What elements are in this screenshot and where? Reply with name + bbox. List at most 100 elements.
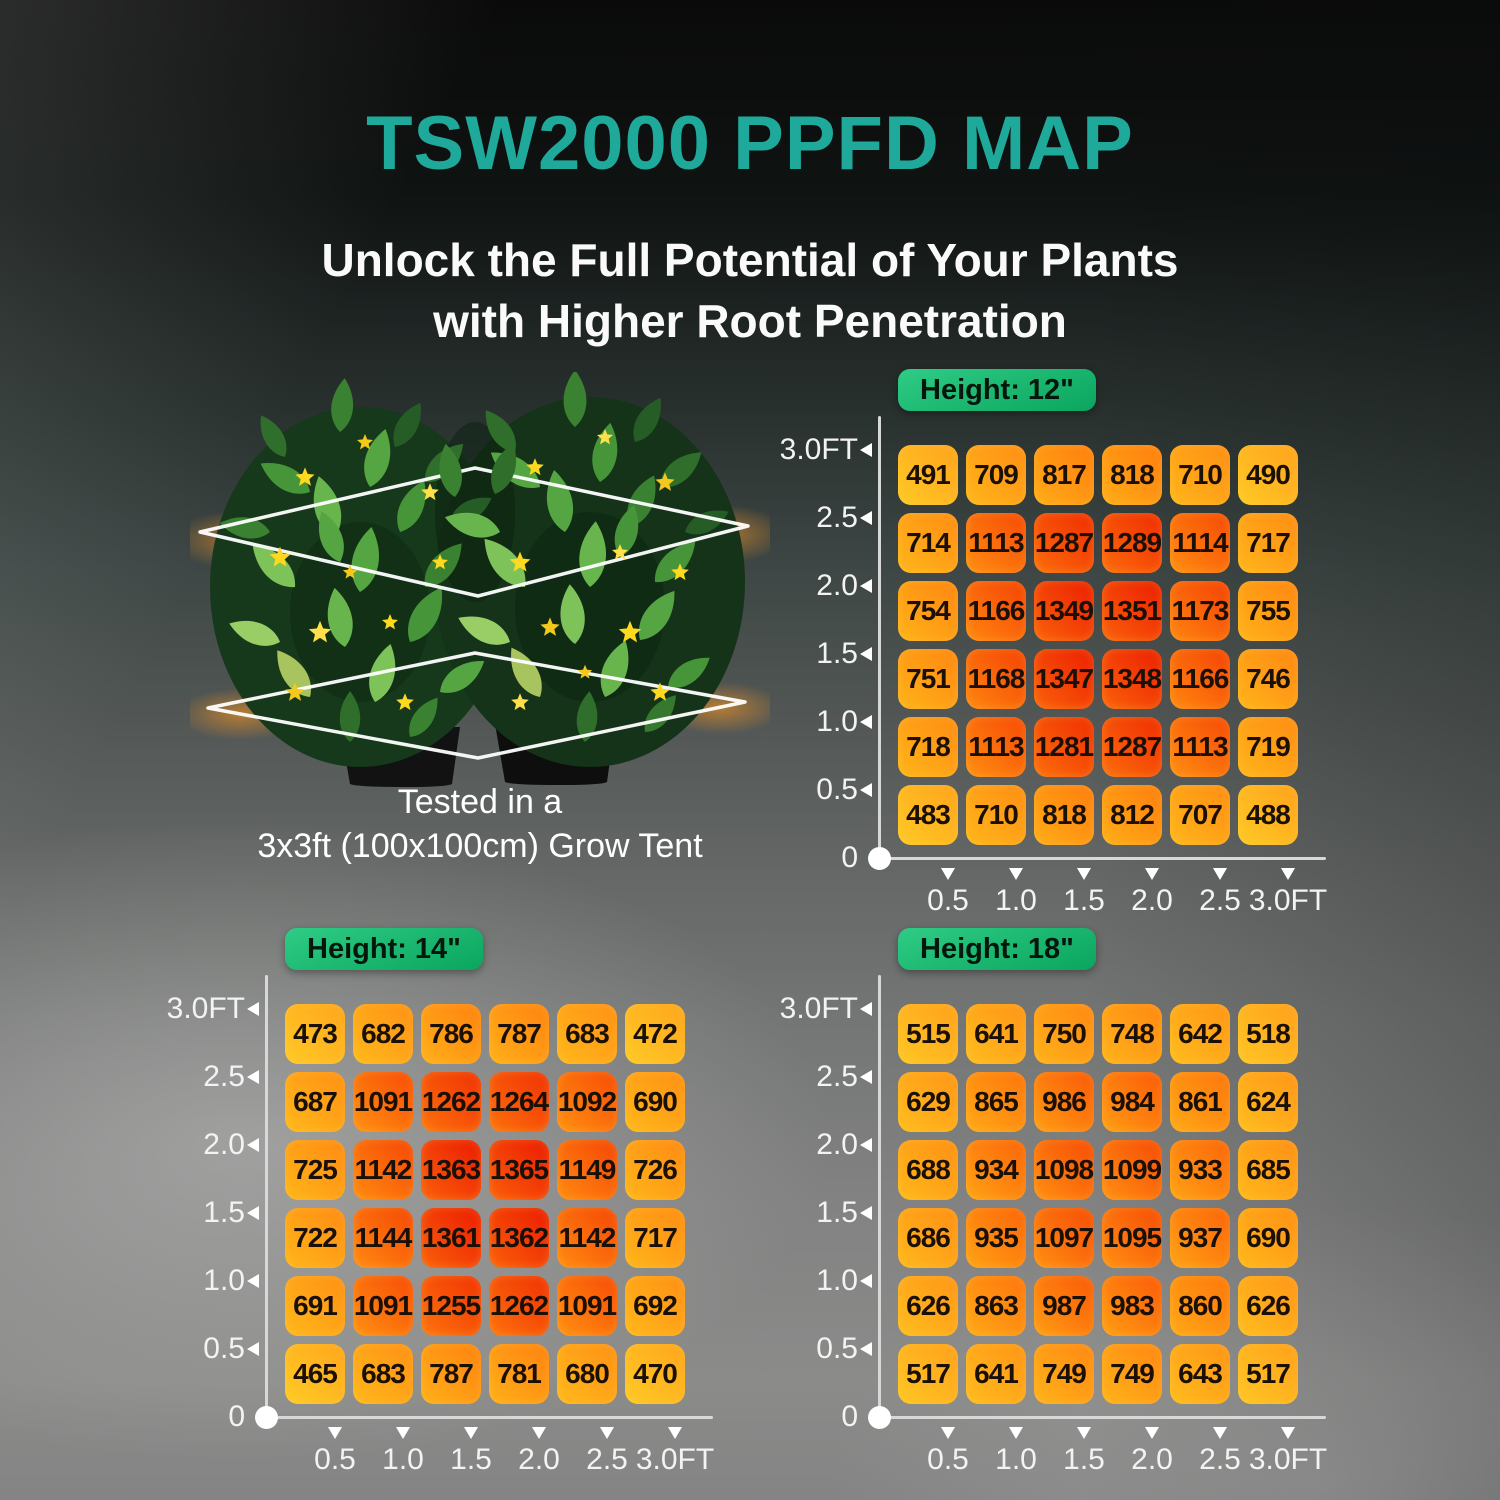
- y-tick-arrow-icon: [247, 1342, 259, 1356]
- ppfd-cell: 641: [966, 1344, 1026, 1404]
- ppfd-cell: 717: [1238, 513, 1298, 573]
- ppfd-cell: 470: [625, 1344, 685, 1404]
- ppfd-cell: 515: [898, 1004, 958, 1064]
- y-tick-arrow-icon: [860, 1070, 872, 1084]
- ppfd-cell: 718: [898, 717, 958, 777]
- ppfd-cell: 1264: [489, 1072, 549, 1132]
- ppfd-cell: 1166: [1170, 649, 1230, 709]
- x-tick-label: 3.0FT: [1248, 884, 1328, 917]
- caption-line-1: Tested in a: [397, 783, 563, 821]
- plant-photo-svg: [170, 370, 790, 787]
- x-tick-label: 3.0FT: [1248, 1443, 1328, 1476]
- x-tick-arrow-icon: [941, 868, 955, 880]
- ppfd-cell: 685: [1238, 1140, 1298, 1200]
- ppfd-cell: 1091: [557, 1276, 617, 1336]
- ppfd-cell: 1142: [353, 1140, 413, 1200]
- x-tick-label: 1.0: [382, 1443, 424, 1476]
- ppfd-cell: 1113: [966, 513, 1026, 573]
- x-tick-arrow-icon: [600, 1427, 614, 1439]
- ppfd-cell: 690: [625, 1072, 685, 1132]
- x-tick-label: 2.5: [1199, 1443, 1241, 1476]
- ppfd-cell: 626: [898, 1276, 958, 1336]
- ppfd-cell: 1092: [557, 1072, 617, 1132]
- y-tick-arrow-icon: [860, 647, 872, 661]
- ppfd-cell: 714: [898, 513, 958, 573]
- ppfd-cell: 751: [898, 649, 958, 709]
- y-tick-arrow-icon: [860, 1138, 872, 1152]
- ppfd-cell: 1166: [966, 581, 1026, 641]
- y-tick-label: 1.5: [816, 1196, 858, 1229]
- y-tick-label: 2.0: [816, 1128, 858, 1161]
- ppfd-cell: 1349: [1034, 581, 1094, 641]
- y-tick-label: 1.5: [816, 637, 858, 670]
- origin-dot: [868, 1406, 891, 1429]
- page-subtitle: Unlock the Full Potential of Your Plants…: [0, 230, 1500, 351]
- ppfd-cell: 488: [1238, 785, 1298, 845]
- x-tick-label: 1.0: [995, 884, 1037, 917]
- x-tick-label: 1.0: [995, 1443, 1037, 1476]
- y-tick-label: 2.0: [816, 569, 858, 602]
- ppfd-cell: 1098: [1034, 1140, 1094, 1200]
- x-tick-label: 0.5: [927, 1443, 969, 1476]
- ppfd-cell: 1168: [966, 649, 1026, 709]
- ppfd-cell: 754: [898, 581, 958, 641]
- y-tick-label: 0.5: [816, 1332, 858, 1365]
- y-tick-arrow-icon: [247, 1274, 259, 1288]
- y-tick-arrow-icon: [247, 1138, 259, 1152]
- y-tick-arrow-icon: [860, 443, 872, 457]
- x-tick-arrow-icon: [1281, 1427, 1295, 1439]
- ppfd-cell: 472: [625, 1004, 685, 1064]
- y-tick-label: 1.0: [203, 1264, 245, 1297]
- ppfd-cell: 491: [898, 445, 958, 505]
- y-tick-arrow-icon: [247, 1002, 259, 1016]
- ppfd-cell: 787: [421, 1344, 481, 1404]
- ppfd-cell: 1365: [489, 1140, 549, 1200]
- ppfd-cell: 1114: [1170, 513, 1230, 573]
- x-tick-label: 2.5: [586, 1443, 628, 1476]
- ppfd-cell: 863: [966, 1276, 1026, 1336]
- subtitle-line-1: Unlock the Full Potential of Your Plants: [321, 234, 1179, 286]
- origin-dot: [255, 1406, 278, 1429]
- y-axis-line: [878, 975, 881, 1418]
- x-tick-arrow-icon: [396, 1427, 410, 1439]
- ppfd-chart-height-14: Height: 14" 473 682 786 787 683 472 687 1091 126…: [167, 922, 827, 1487]
- ppfd-cell: 750: [1034, 1004, 1094, 1064]
- ppfd-cell: 687: [285, 1072, 345, 1132]
- ppfd-cell: 490: [1238, 445, 1298, 505]
- x-tick-label: 2.0: [1131, 1443, 1173, 1476]
- ppfd-cell: 984: [1102, 1072, 1162, 1132]
- y-tick-arrow-icon: [247, 1206, 259, 1220]
- y-tick-label: 2.5: [816, 501, 858, 534]
- ppfd-cell: 680: [557, 1344, 617, 1404]
- ppfd-cell: 517: [1238, 1344, 1298, 1404]
- ppfd-cell: 748: [1102, 1004, 1162, 1064]
- ppfd-cell: 1113: [1170, 717, 1230, 777]
- ppfd-cell: 710: [1170, 445, 1230, 505]
- ppfd-cell: 749: [1034, 1344, 1094, 1404]
- y-axis-line: [265, 975, 268, 1418]
- ppfd-cell: 643: [1170, 1344, 1230, 1404]
- y-tick-label: 1.0: [816, 1264, 858, 1297]
- ppfd-cell: 1099: [1102, 1140, 1162, 1200]
- ppfd-cell: 725: [285, 1140, 345, 1200]
- ppfd-cell: 1173: [1170, 581, 1230, 641]
- y-tick-label: 0.5: [816, 773, 858, 806]
- x-tick-arrow-icon: [1213, 868, 1227, 880]
- y-tick-label: 3.0FT: [779, 992, 858, 1025]
- ppfd-cell: 817: [1034, 445, 1094, 505]
- ppfd-cell: 987: [1034, 1276, 1094, 1336]
- ppfd-cell: 934: [966, 1140, 1026, 1200]
- ppfd-cell: 710: [966, 785, 1026, 845]
- ppfd-cell: 1347: [1034, 649, 1094, 709]
- ppfd-cell: 1287: [1102, 717, 1162, 777]
- height-badge: Height: 12": [898, 369, 1096, 411]
- ppfd-cell: 641: [966, 1004, 1026, 1064]
- ppfd-cell: 860: [1170, 1276, 1230, 1336]
- ppfd-cell: 722: [285, 1208, 345, 1268]
- ppfd-cell: 624: [1238, 1072, 1298, 1132]
- x-tick-arrow-icon: [1077, 1427, 1091, 1439]
- ppfd-cell: 746: [1238, 649, 1298, 709]
- ppfd-cell: 1255: [421, 1276, 481, 1336]
- x-axis-line: [878, 1416, 1326, 1419]
- ppfd-cell: 749: [1102, 1344, 1162, 1404]
